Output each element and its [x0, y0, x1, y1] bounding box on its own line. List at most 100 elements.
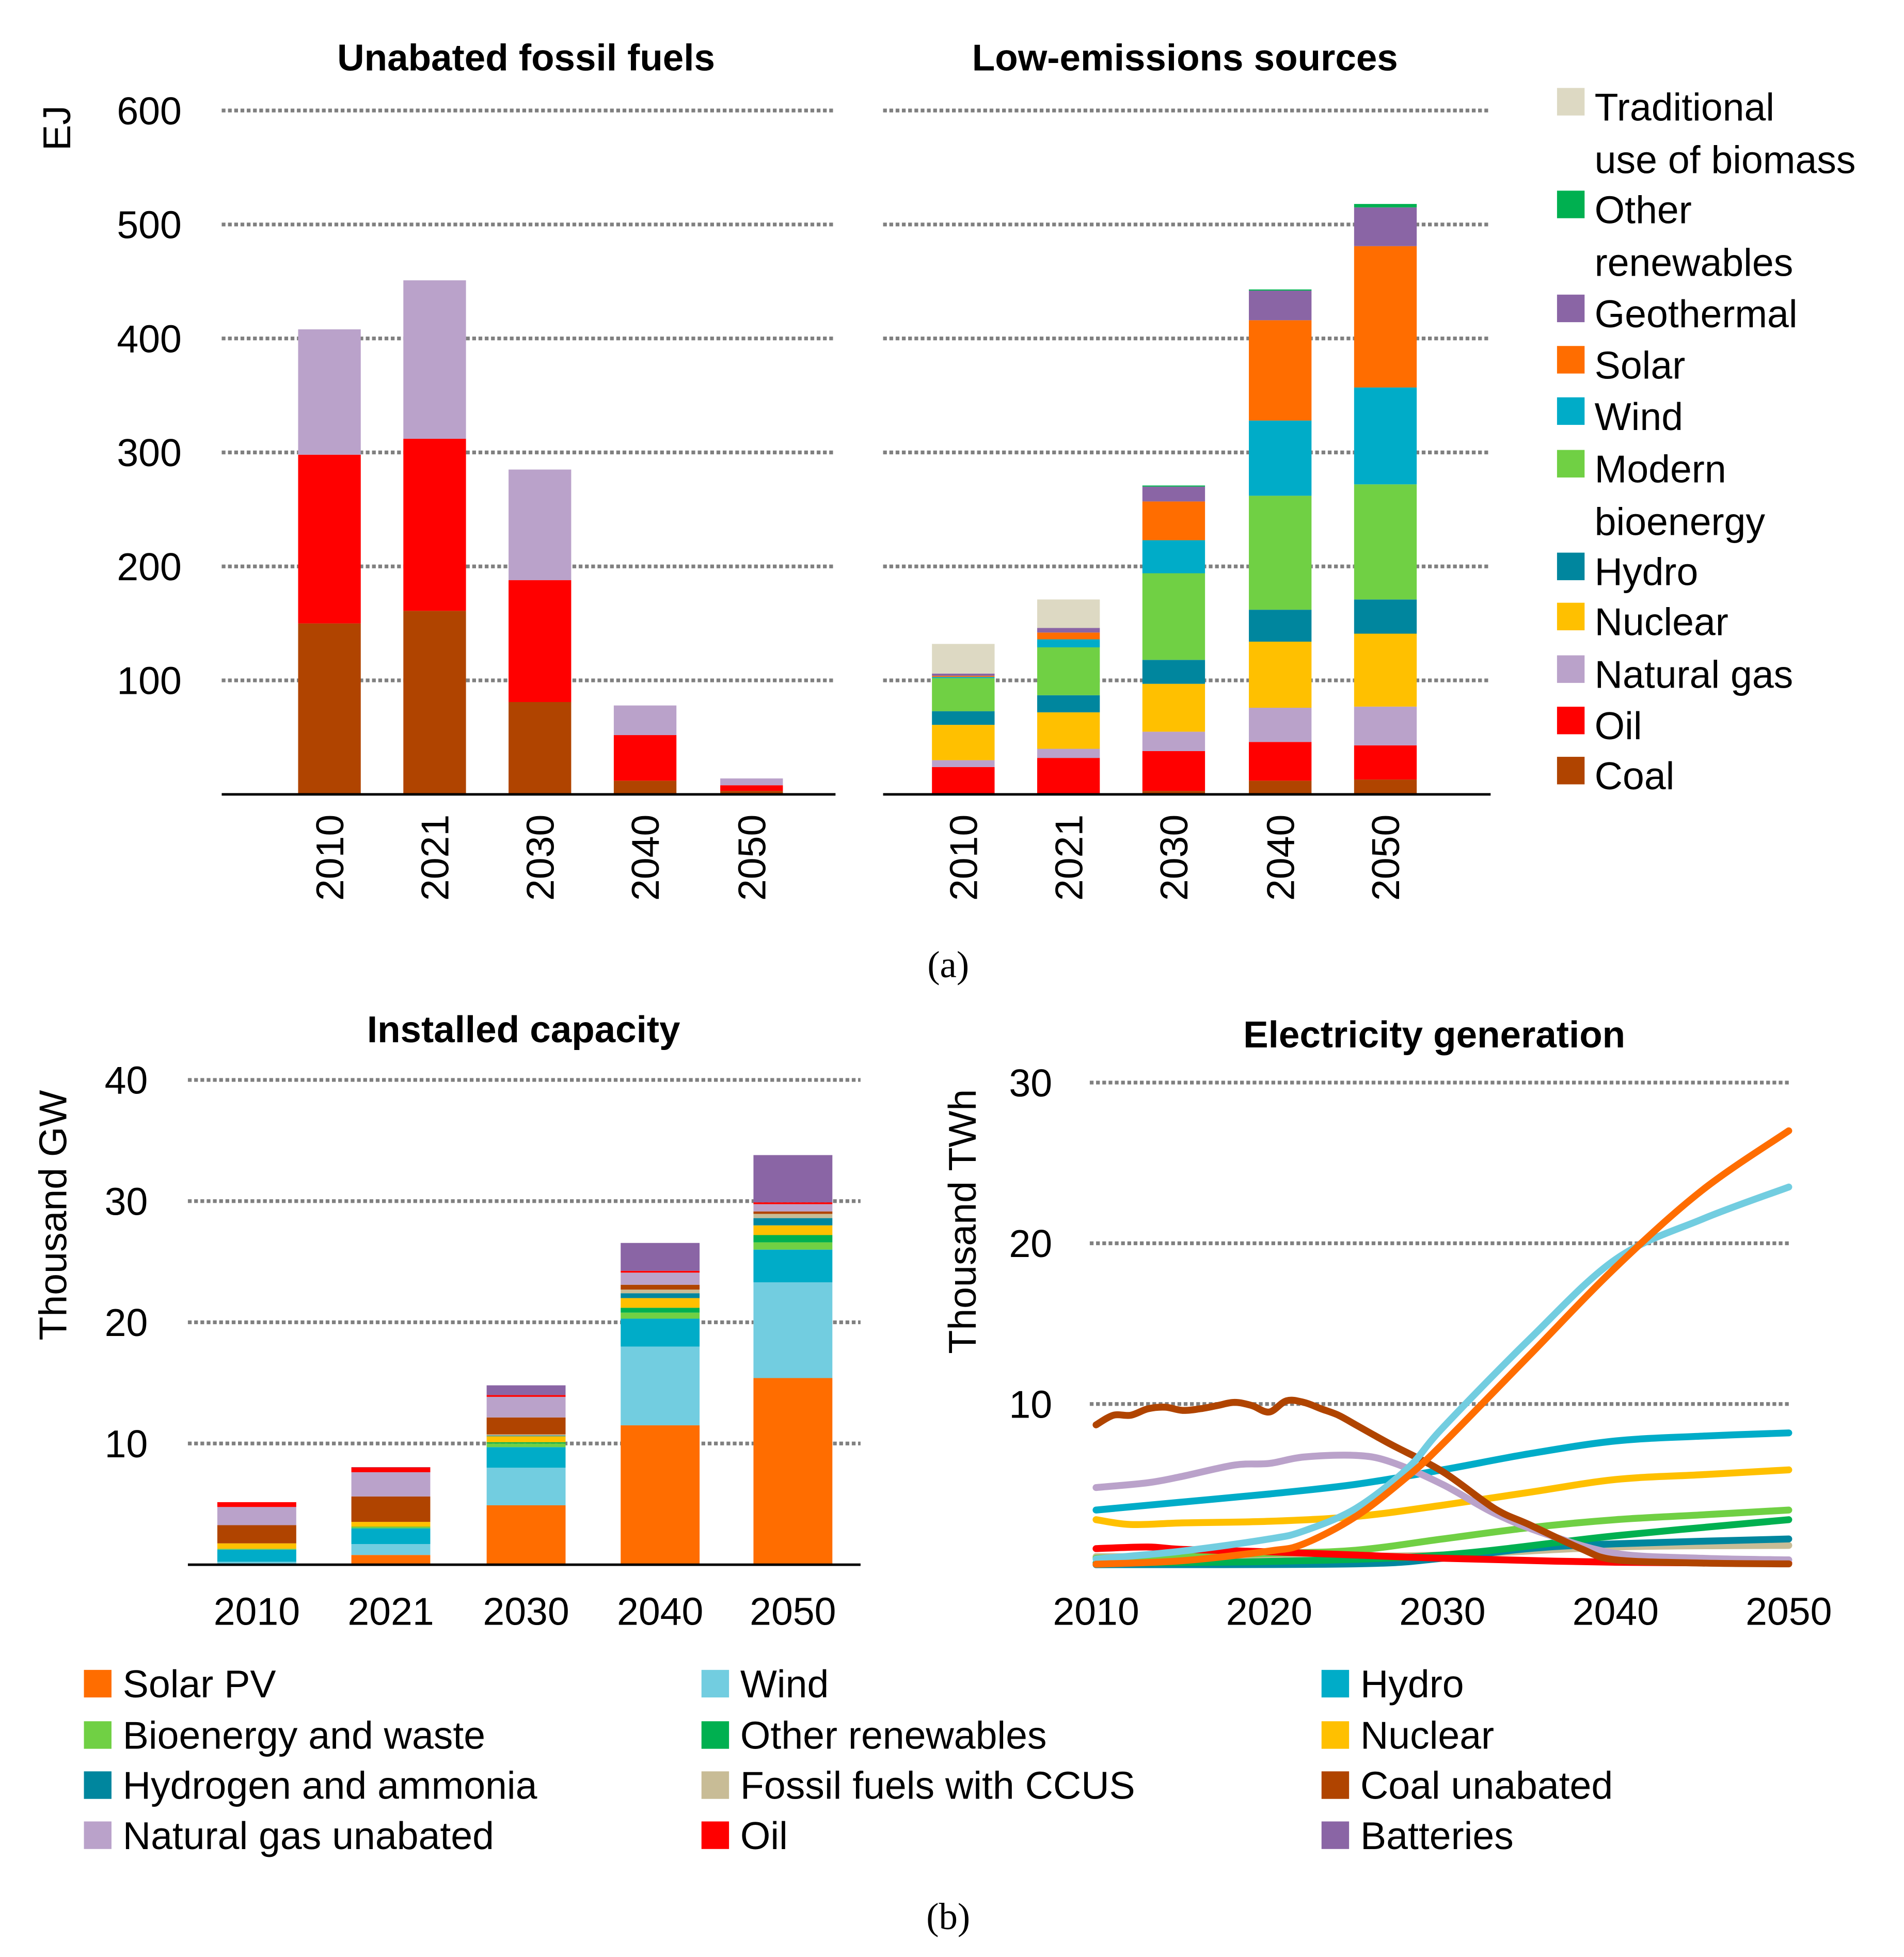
bar-segment-coal [1354, 779, 1417, 794]
bar-segment-hydro [1354, 599, 1417, 634]
bar-segment-coal-unabated [621, 1284, 700, 1290]
bar-segment-solar-pv [753, 1378, 833, 1565]
bar-segment-geothermal [932, 673, 995, 676]
legend-swatch [1557, 346, 1585, 374]
bar-segment-oil [1037, 758, 1100, 794]
bar-segment-solar-pv [621, 1425, 700, 1565]
chart-title-generation: Electricity generation [1243, 1014, 1625, 1056]
legend-label: Oil [740, 1814, 788, 1857]
y-tick-label: 30 [1009, 1061, 1052, 1105]
bar-segment-coal [298, 623, 361, 794]
bar-segment-wind [1037, 639, 1100, 648]
bar-segment-other-renewables [486, 1442, 566, 1444]
bar-segment-oil [486, 1395, 566, 1397]
legend-swatch [1557, 450, 1585, 478]
chart-title-fossil: Unabated fossil fuels [337, 37, 715, 78]
x-tick-label: 2040 [624, 815, 667, 901]
bar-segment-oil [351, 1467, 431, 1472]
bar-segment-other-renewables [1249, 289, 1312, 291]
bar-segment-modern-bioenergy [1354, 484, 1417, 600]
bar-segment-hydro [753, 1249, 833, 1283]
y-tick-label: 20 [105, 1301, 148, 1344]
bar-segment-solar [1037, 632, 1100, 640]
bar-segment-hydro [1037, 695, 1100, 712]
legend-swatch [701, 1771, 729, 1799]
legend-swatch [84, 1721, 112, 1749]
bar-segment-bioenergy-and-waste [351, 1527, 431, 1529]
x-tick-label: 2040 [1573, 1589, 1659, 1633]
legend-swatch [701, 1669, 729, 1698]
bar-segment-natural-gas-unabated [217, 1507, 296, 1525]
x-tick-label: 2050 [730, 815, 773, 901]
legend-label: Geothermal [1595, 292, 1798, 336]
y-tick-label: 200 [117, 545, 181, 588]
legend-swatch [1321, 1821, 1350, 1849]
bar-segment-nuclear [753, 1225, 833, 1235]
bar-segment-nuclear [932, 725, 995, 760]
x-tick-label: 2050 [1746, 1589, 1832, 1633]
x-tick-label: 2010 [942, 815, 986, 901]
bar-segment-bioenergy-and-waste [621, 1312, 700, 1319]
bar-segment-oil [509, 580, 572, 702]
x-tick-label: 2010 [308, 815, 352, 901]
x-tick-label: 2030 [1399, 1589, 1485, 1633]
x-tick-label: 2050 [1364, 815, 1407, 901]
y-tick-label: 10 [1009, 1382, 1052, 1426]
bar-segment-oil [1249, 742, 1312, 781]
x-tick-label: 2050 [750, 1589, 836, 1633]
legend-label: Natural gas [1595, 653, 1794, 696]
legend-swatch [84, 1669, 112, 1698]
x-tick-label: 2021 [414, 815, 457, 901]
bar-segment-hydro [1142, 660, 1205, 684]
bar-segment-bioenergy-and-waste [217, 1549, 296, 1550]
bar-segment-natural-gas-unabated [753, 1204, 833, 1212]
x-tick-label: 2030 [1152, 815, 1196, 901]
line-nuclear [1092, 1466, 1792, 1529]
y-tick-label: 400 [117, 317, 181, 360]
bar-segment-natural-gas [1249, 708, 1312, 742]
legend-label: Bioenergy and waste [123, 1714, 485, 1757]
bar-segment-other-renewables [621, 1308, 700, 1313]
bar-segment-modern-bioenergy [1142, 573, 1205, 660]
x-tick-label: 2030 [483, 1589, 569, 1633]
legend-label: Fossil fuels with CCUS [740, 1764, 1135, 1807]
bar-segment-traditional-use-of-biomass [1037, 599, 1100, 628]
legend-swatch [1557, 397, 1585, 425]
bar-segment-geothermal [1249, 290, 1312, 321]
bar-segment-nuclear [1354, 633, 1417, 707]
x-tick-label: 2021 [347, 1589, 434, 1633]
bar-segment-wind [351, 1544, 431, 1555]
legend-swatch [84, 1821, 112, 1849]
bar-segment-coal-unabated [351, 1496, 431, 1522]
bar-segment-natural-gas [1354, 706, 1417, 745]
bar-segment-oil [1142, 751, 1205, 791]
x-tick-label: 2030 [518, 815, 562, 901]
legend-label: Modern bioenergy [1595, 448, 1766, 544]
chart-title-capacity: Installed capacity [367, 1009, 680, 1051]
legend-label: Hydro [1595, 550, 1699, 594]
bar-segment-wind [753, 1282, 833, 1378]
bar-segment-solar [1142, 501, 1205, 540]
bar-segment-solar [932, 676, 995, 677]
bar-segment-nuclear [621, 1298, 700, 1308]
bar-segment-solar [1249, 320, 1312, 421]
legend-label: Other renewables [740, 1714, 1047, 1757]
bar-segment-modern-bioenergy [1249, 496, 1312, 610]
bar-segment-geothermal [1037, 628, 1100, 633]
legend-swatch [84, 1771, 112, 1799]
line-solar-pv [1092, 1127, 1792, 1568]
x-tick-label: 2020 [1226, 1589, 1312, 1633]
legend-swatch [701, 1821, 729, 1849]
y-tick-label: 40 [105, 1059, 148, 1102]
x-tick-label: 2040 [617, 1589, 703, 1633]
bar-segment-hydrogen-and-ammonia [621, 1293, 700, 1298]
bar-segment-coal-unabated [486, 1417, 566, 1435]
bar-segment-wind [1249, 420, 1312, 496]
bar-segment-fossil-fuels-with-ccus [753, 1214, 833, 1218]
bar-segment-other-renewables [1142, 485, 1205, 487]
y-axis-label-gw: Thousand GW [31, 1090, 75, 1341]
bar-segment-natural-gas [298, 329, 361, 455]
bar-segment-oil [613, 735, 677, 781]
x-tick-label: 2010 [214, 1589, 300, 1633]
legend-label: Traditional use of biomass [1595, 85, 1856, 181]
